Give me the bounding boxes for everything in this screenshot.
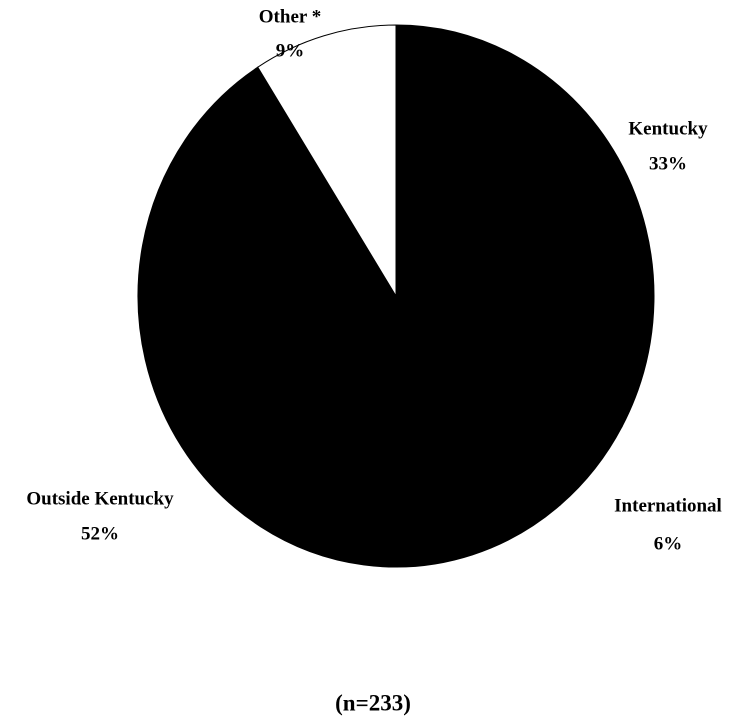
slice-value: 9% [276, 40, 305, 61]
slice-value: 6% [654, 533, 683, 554]
pie-slice [257, 24, 397, 298]
slice-label: Kentucky [628, 118, 708, 139]
slice-label: International [614, 495, 722, 516]
note: (n=233) [335, 690, 411, 715]
slice-label: Outside Kentucky [26, 488, 174, 509]
pie-slice [395, 24, 655, 428]
slice-value: 33% [649, 153, 687, 174]
pie-slice [137, 66, 562, 568]
slice-label: Other * [259, 6, 321, 27]
slice-value: 52% [81, 523, 119, 544]
